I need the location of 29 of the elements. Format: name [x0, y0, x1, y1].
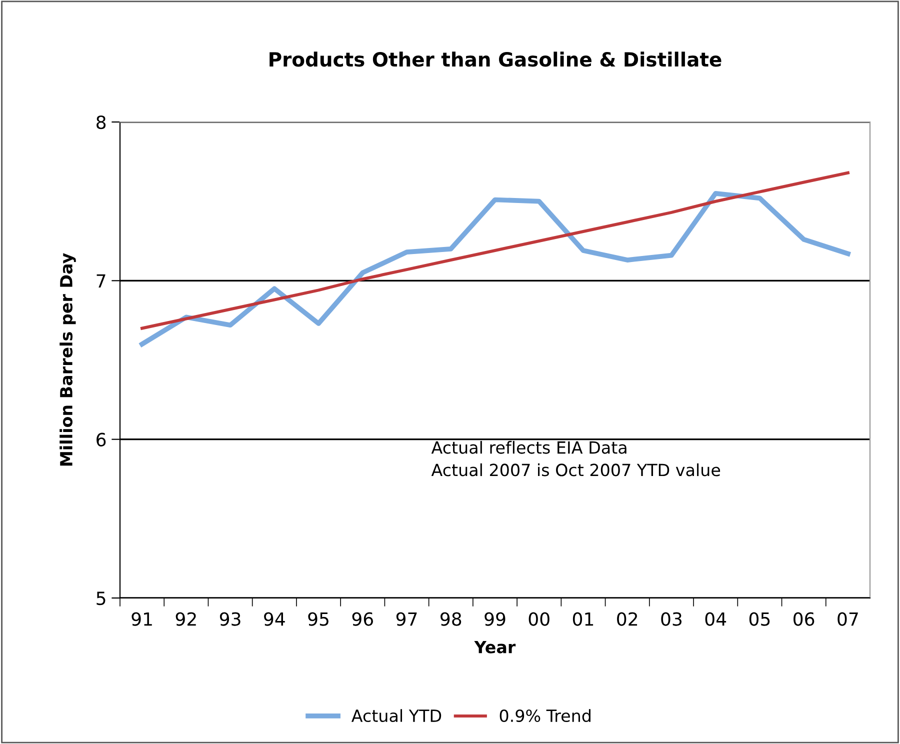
x-tick-label: 06: [794, 612, 814, 626]
x-tick-label: 01: [572, 612, 594, 626]
x-tick-label: 92: [176, 612, 196, 626]
x-tick-label: 95: [308, 612, 328, 626]
line-series: [140, 171, 850, 330]
x-tick-label: 94: [264, 612, 285, 626]
x-tick-label: 04: [705, 612, 726, 626]
line-series: [140, 190, 850, 347]
y-axis-title: Million Barrels per Day: [60, 253, 76, 466]
y-tick-label: 6: [96, 432, 106, 446]
y-tick-label: 8: [96, 115, 106, 130]
y-tick-label: 7: [96, 274, 106, 288]
x-tick-label: 93: [220, 612, 240, 626]
x-tick-label: 96: [352, 612, 373, 626]
x-tick-label: 99: [484, 612, 506, 626]
legend-label: Actual YTD: [351, 709, 442, 722]
x-tick-label: 00: [528, 612, 550, 626]
x-tick-label: 03: [661, 612, 682, 626]
x-tick-label: 91: [132, 612, 152, 626]
y-tick-label: 5: [96, 592, 106, 606]
legend-label: 0.9% Trend: [500, 709, 590, 722]
x-tick-label: 05: [749, 612, 770, 626]
x-tick-label: 98: [440, 612, 462, 626]
x-axis-title: Year: [474, 640, 516, 654]
x-tick-label: 02: [617, 612, 638, 626]
x-tick-label: 07: [838, 612, 858, 626]
chart-title: Products Other than Gasoline & Distillate: [270, 52, 722, 67]
x-tick-label: 97: [396, 612, 417, 626]
annotation: Actual reflects EIA Data Actual 2007 is Oct 2007 YTD value: [431, 440, 720, 476]
